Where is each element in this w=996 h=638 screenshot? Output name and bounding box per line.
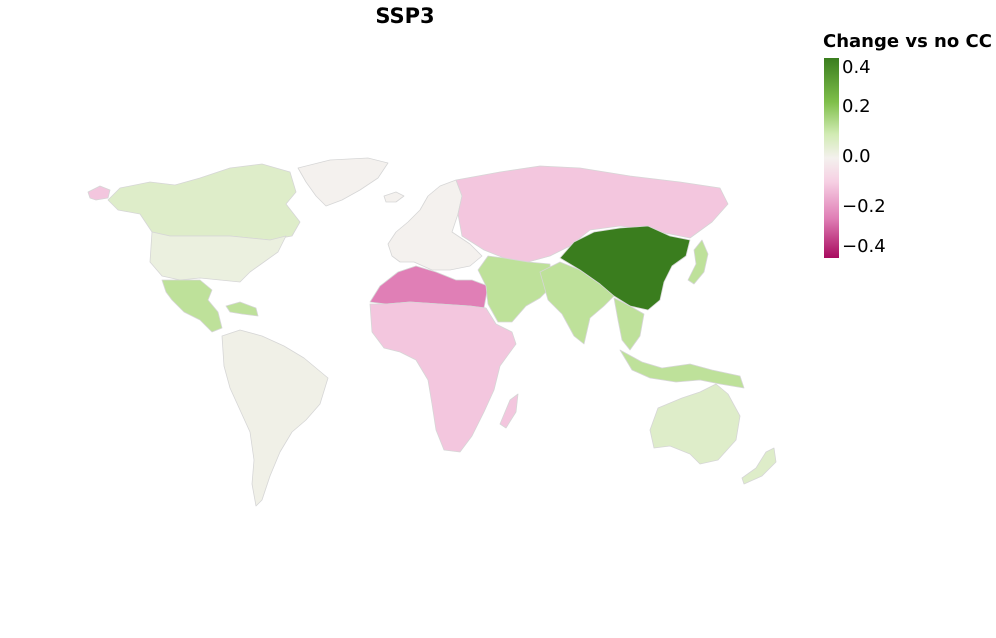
region-madagascar[interactable] bbox=[499, 393, 519, 429]
legend-tick-label: −0.4 bbox=[842, 236, 886, 257]
region-australia[interactable] bbox=[649, 383, 741, 465]
legend-tick-label: 0.2 bbox=[842, 96, 871, 117]
region-north-africa[interactable] bbox=[369, 265, 489, 309]
region-mexico-central-america[interactable] bbox=[161, 279, 223, 333]
map-title: SSP3 bbox=[375, 4, 435, 28]
legend-tick-label: 0.0 bbox=[842, 146, 871, 167]
region-new-zealand[interactable] bbox=[741, 447, 777, 485]
region-greenland[interactable] bbox=[297, 157, 389, 207]
region-japan[interactable] bbox=[687, 239, 709, 285]
region-south-america[interactable] bbox=[221, 329, 329, 507]
region-southeast-asia-islands[interactable] bbox=[619, 349, 745, 389]
region-southeast-asia[interactable] bbox=[613, 297, 645, 351]
region-alaska[interactable] bbox=[87, 185, 111, 201]
region-canada[interactable] bbox=[107, 163, 301, 241]
legend-tick-label: −0.2 bbox=[842, 196, 886, 217]
region-europe[interactable] bbox=[387, 179, 483, 271]
legend-title: Change vs no CC bbox=[823, 31, 992, 52]
region-sub-saharan-africa[interactable] bbox=[369, 301, 517, 453]
world-map bbox=[87, 157, 777, 507]
region-iceland[interactable] bbox=[383, 191, 405, 203]
region-north-america[interactable] bbox=[149, 231, 287, 283]
region-china-mongolia[interactable] bbox=[559, 225, 691, 311]
region-caribbean[interactable] bbox=[225, 301, 259, 317]
region-middle-east[interactable] bbox=[477, 255, 553, 323]
legend-tick-label: 0.4 bbox=[842, 57, 871, 78]
region-south-asia[interactable] bbox=[539, 261, 615, 345]
legend-color-bar bbox=[824, 58, 839, 258]
